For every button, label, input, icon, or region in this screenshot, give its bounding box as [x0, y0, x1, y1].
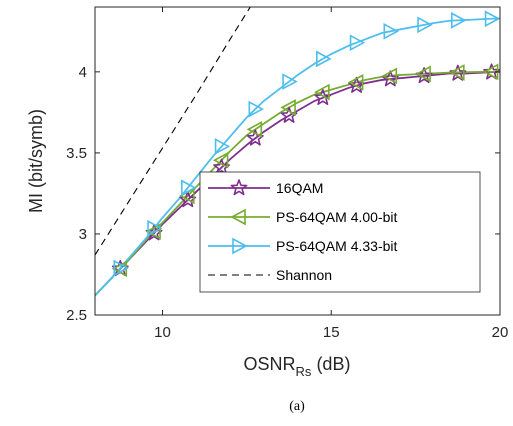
series-2-point-3	[214, 138, 231, 155]
series-2-point-1	[147, 219, 163, 237]
plot-frame	[94, 6, 501, 316]
series-line-0	[95, 70, 500, 297]
series-1-point-6	[314, 83, 330, 101]
series-1-point-9	[415, 65, 431, 83]
series-line-1	[95, 70, 500, 297]
legend-label-1: PS-64QAM 4.00-bit	[276, 209, 397, 225]
series-2-point-6	[316, 50, 332, 68]
x-axis-label-subscript: Rs	[296, 364, 312, 379]
series-1-point-5	[280, 99, 296, 116]
series-layer	[95, 7, 500, 297]
series-1-point-3	[212, 151, 229, 169]
legend-marker-0	[230, 179, 248, 196]
x-axis-label: OSNRRs (dB)	[244, 354, 351, 379]
legend-label-0: 16QAM	[276, 180, 323, 196]
series-2-point-0	[113, 259, 129, 277]
series-2-point-10	[451, 12, 467, 29]
legend-box	[199, 171, 481, 293]
legend-label-2: PS-64QAM 4.33-bit	[276, 238, 397, 254]
series-2-point-2	[181, 179, 197, 197]
y-tick-label-2: 3.5	[66, 145, 87, 162]
series-2-point-8	[383, 22, 399, 40]
marker-layer	[111, 10, 501, 278]
x-tick-label-0: 10	[154, 324, 171, 341]
series-line-2	[95, 17, 500, 297]
series-line-3	[95, 7, 251, 256]
figure-caption: (a)	[289, 399, 305, 414]
series-1-point-8	[381, 67, 398, 85]
series-2-point-9	[417, 16, 433, 34]
x-axis-label-main: OSNR	[244, 354, 296, 374]
tick-layer: 10 15 20 2.5 3 3.5 4	[66, 7, 508, 341]
series-2-point-5	[282, 73, 298, 90]
legend-marker-2	[232, 237, 248, 255]
series-1-point-1	[145, 223, 161, 240]
x-axis-label-unit: (dB)	[311, 354, 350, 374]
legend-marker-1	[230, 208, 246, 226]
y-axis-label: MI (bit/symb)	[26, 109, 46, 213]
legend-label-3: Shannon	[276, 267, 332, 283]
series-2-point-4	[248, 100, 264, 118]
y-tick-label-3: 4	[79, 64, 87, 81]
y-tick-label-0: 2.5	[66, 307, 87, 324]
series-2-point-7	[349, 34, 366, 52]
x-tick-label-1: 15	[323, 324, 340, 341]
y-tick-label-1: 3	[79, 226, 87, 243]
series-1-point-10	[449, 64, 465, 81]
legend: 16QAM PS-64QAM 4.00-bit PS-64QAM 4.33-bit S…	[199, 171, 481, 293]
series-1-point-7	[347, 74, 364, 91]
x-tick-label-2: 20	[492, 324, 509, 341]
series-2-point-11	[484, 10, 501, 28]
series-1-point-4	[246, 121, 263, 138]
